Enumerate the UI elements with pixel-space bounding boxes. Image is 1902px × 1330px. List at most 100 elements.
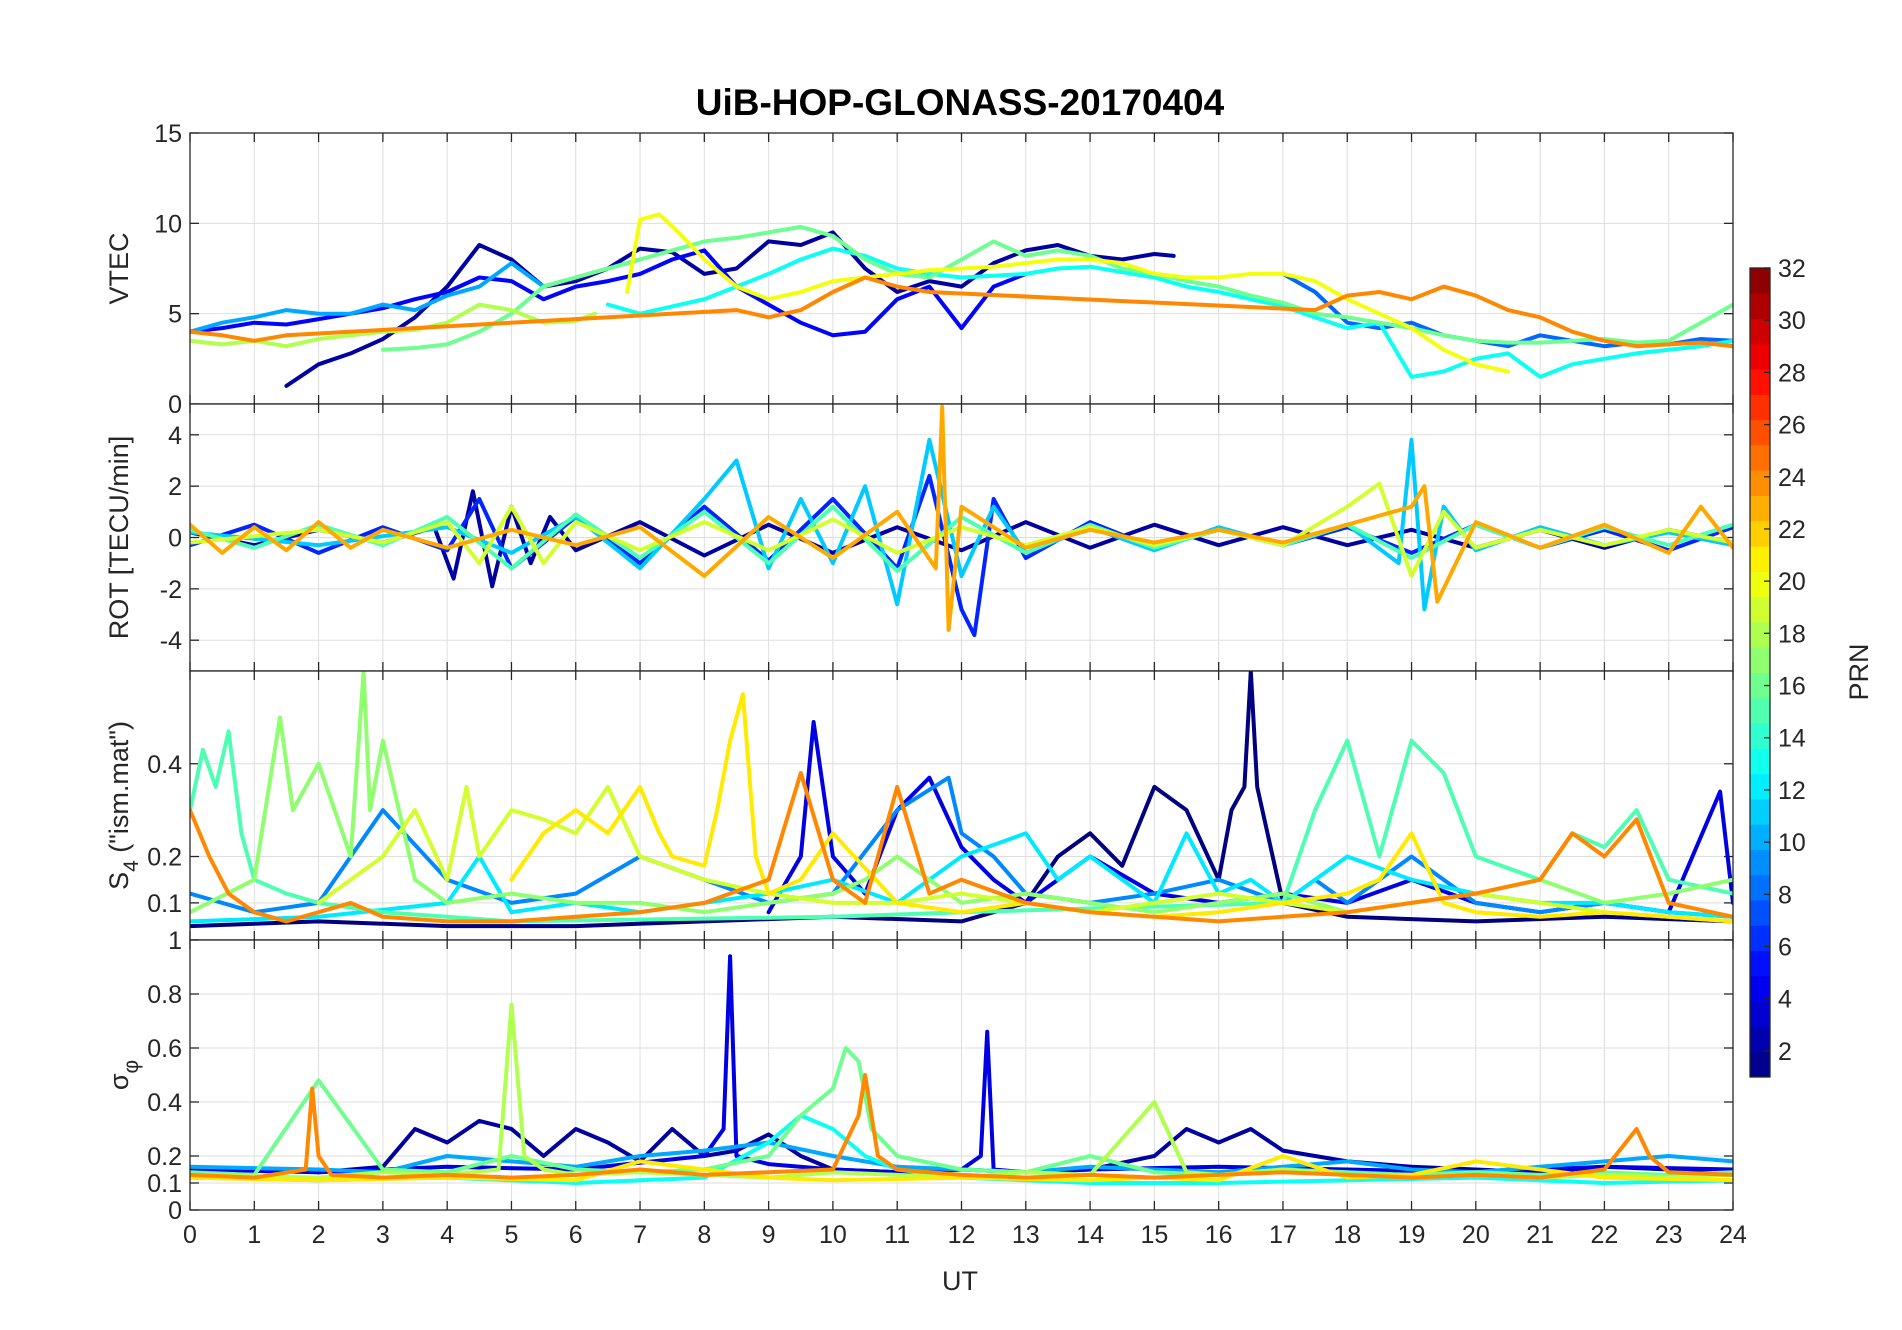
x-tick-label: 16 xyxy=(1205,1221,1233,1249)
colorbar-tick-label: 32 xyxy=(1778,255,1806,283)
y-tick-label: 0 xyxy=(168,525,182,553)
x-axis: 0 1 2 3 4 5 6 7 8 9 10 11 12 13 14 15 16 17 18 19 20 21 22 23 24 xyxy=(183,1221,1747,1249)
x-tick-label: 2 xyxy=(312,1221,326,1249)
colorbar-segment xyxy=(1750,697,1770,724)
colorbar-tick-label: 14 xyxy=(1778,725,1806,753)
colorbar-segment xyxy=(1750,419,1770,446)
series-line-prn-24 xyxy=(190,771,1733,924)
x-tick-label: 11 xyxy=(884,1221,910,1249)
x-tick-label: 12 xyxy=(948,1221,976,1249)
x-tick-label: 7 xyxy=(633,1221,647,1249)
colorbar-segment xyxy=(1750,1051,1770,1078)
y-tick-label: 0.4 xyxy=(147,1089,182,1117)
y-tick-label: 15 xyxy=(154,120,182,148)
colorbar-segment xyxy=(1750,975,1770,1002)
y-tick-label: 0.2 xyxy=(147,1143,182,1171)
colorbar-segment xyxy=(1750,369,1770,395)
series-line-prn-21 xyxy=(509,692,1733,924)
x-tick-label: 19 xyxy=(1398,1221,1426,1249)
y-tick-label: 1 xyxy=(168,927,182,955)
series-line-prn-13 xyxy=(190,1113,1733,1185)
y-tick-label: 0.1 xyxy=(147,890,182,918)
x-tick-label: 24 xyxy=(1719,1221,1747,1249)
colorbar-segment xyxy=(1750,1001,1770,1027)
x-tick-label: 4 xyxy=(440,1221,454,1249)
x-tick-label: 23 xyxy=(1655,1221,1683,1249)
colorbar-segment xyxy=(1750,394,1770,421)
panel-vtec: 0 5 10 15 VTEC xyxy=(104,120,1734,419)
y-tick-label: -4 xyxy=(160,627,182,655)
x-tick-label: 9 xyxy=(762,1221,776,1249)
colorbar-segment xyxy=(1750,470,1770,497)
colorbar-segment xyxy=(1750,900,1770,926)
colorbar-segment xyxy=(1750,293,1770,320)
y-tick-label: 5 xyxy=(168,301,182,329)
series-line-prn-24 xyxy=(190,1073,1733,1180)
series-line-prn-11 xyxy=(190,437,1733,612)
x-axis-label: UT xyxy=(942,1266,978,1296)
colorbar-segment xyxy=(1750,495,1770,522)
colorbar-segment xyxy=(1750,748,1770,775)
x-tick-label: 1 xyxy=(247,1221,261,1249)
colorbar-tick-label: 16 xyxy=(1778,673,1806,701)
colorbar-segment xyxy=(1750,824,1770,850)
colorbar-tick-label: 26 xyxy=(1778,412,1806,440)
y-axis-label-s4: S4 ("ism.mat") xyxy=(104,721,143,890)
y-tick-label: 0.4 xyxy=(147,751,182,779)
y-tick-label: 4 xyxy=(168,422,182,450)
colorbar-segment xyxy=(1750,950,1770,977)
series-line-prn-24 xyxy=(190,275,1733,349)
x-tick-label: 5 xyxy=(505,1221,519,1249)
colorbar-segment xyxy=(1750,723,1770,749)
colorbar-segment xyxy=(1750,343,1770,370)
series-line-prn-16 xyxy=(380,224,1733,352)
y-tick-label: 0.6 xyxy=(147,1035,182,1063)
series-line-prn-2 xyxy=(284,230,1176,388)
y-axis-label-rot: ROT [TECU/min] xyxy=(104,436,134,640)
x-tick-label: 8 xyxy=(697,1221,711,1249)
colorbar-segment xyxy=(1750,596,1770,623)
colorbar-segment xyxy=(1750,647,1770,673)
colorbar-segment xyxy=(1750,268,1770,294)
colorbar-segment xyxy=(1750,874,1770,901)
x-tick-label: 18 xyxy=(1333,1221,1361,1249)
colorbar-segment xyxy=(1750,773,1770,800)
y-tick-label: 2 xyxy=(168,473,182,501)
series-group-s4 xyxy=(190,671,1733,929)
series-group-vtec xyxy=(190,212,1733,388)
x-tick-label: 22 xyxy=(1591,1221,1619,1249)
colorbar-segment xyxy=(1750,1026,1770,1053)
colorbar-tick-label: 18 xyxy=(1778,620,1806,648)
y-tick-label: 0.2 xyxy=(147,844,182,872)
chart-title: UiB-HOP-GLONASS-20170404 xyxy=(696,82,1225,123)
colorbar-segment xyxy=(1750,672,1770,699)
x-tick-label: 13 xyxy=(1012,1221,1040,1249)
colorbar-tick-label: 4 xyxy=(1778,986,1792,1014)
colorbar-tick-label: 2 xyxy=(1778,1038,1792,1066)
y-tick-label: 10 xyxy=(154,210,182,238)
x-tick-label: 6 xyxy=(569,1221,583,1249)
x-tick-label: 17 xyxy=(1269,1221,1297,1249)
colorbar-segment xyxy=(1750,621,1770,648)
x-tick-label: 14 xyxy=(1076,1221,1104,1249)
y-axis-label-sigma: σφ xyxy=(104,1060,143,1090)
y-tick-label: 0.1 xyxy=(147,1170,182,1198)
colorbar-segment xyxy=(1750,571,1770,598)
series-line-prn-6 xyxy=(190,473,1733,638)
x-tick-label: 3 xyxy=(376,1221,390,1249)
colorbar-segment xyxy=(1750,546,1770,572)
y-axis-label-vtec: VTEC xyxy=(104,232,134,304)
colorbar-tick-label: 12 xyxy=(1778,777,1806,805)
colorbar-tick-label: 30 xyxy=(1778,307,1806,335)
series-group-sigma xyxy=(190,954,1733,1185)
series-line-prn-5 xyxy=(190,248,1028,338)
series-group-rot xyxy=(190,404,1733,638)
series-line-prn-20 xyxy=(625,212,1510,374)
colorbar-segment xyxy=(1750,318,1770,345)
colorbar-segment xyxy=(1750,798,1770,825)
x-tick-label: 20 xyxy=(1462,1221,1490,1249)
series-line-prn-12 xyxy=(190,831,1733,924)
